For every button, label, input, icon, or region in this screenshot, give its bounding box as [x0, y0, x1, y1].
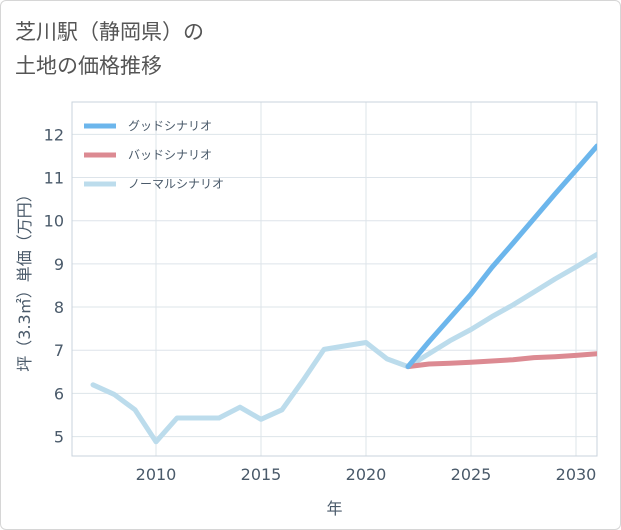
chart-title: 芝川駅（静岡県）の 土地の価格推移: [15, 15, 204, 83]
x-tick-label: 2025: [451, 465, 492, 484]
y-tick-label: 12: [44, 125, 64, 144]
plot-frame: [71, 101, 598, 457]
series-layer: [90, 143, 597, 445]
x-tick-label: 2020: [346, 465, 387, 484]
legend-label: ノーマルシナリオ: [128, 177, 224, 191]
x-tick-label: 2030: [556, 465, 597, 484]
y-tick-label: 10: [44, 212, 64, 231]
series-line-1: [405, 351, 597, 370]
series-line-0: [405, 143, 597, 370]
title-line-2: 土地の価格推移: [15, 54, 162, 78]
legend-label: グッドシナリオ: [128, 119, 212, 133]
x-tick-label: 2010: [136, 465, 177, 484]
grid: [72, 102, 597, 456]
y-tick-label: 7: [54, 341, 64, 360]
y-tick-label: 9: [54, 255, 64, 274]
series-line-2: [90, 251, 597, 445]
title-line-1: 芝川駅（静岡県）の: [15, 20, 204, 44]
y-tick-label: 8: [54, 298, 64, 317]
legend-label: バッドシナリオ: [128, 148, 212, 162]
y-tick-label: 5: [54, 428, 64, 447]
y-tick-label: 11: [44, 169, 64, 188]
y-axis-label: 坪（3.3㎡）単価（万円）: [15, 186, 34, 371]
x-tick-label: 2015: [241, 465, 282, 484]
x-axis-label: 年: [326, 499, 342, 518]
tick-labels: 2010 2015 2020 2025 2030 5 6 7 8 9 10 11 12: [44, 125, 597, 484]
y-tick-label: 6: [54, 384, 64, 403]
